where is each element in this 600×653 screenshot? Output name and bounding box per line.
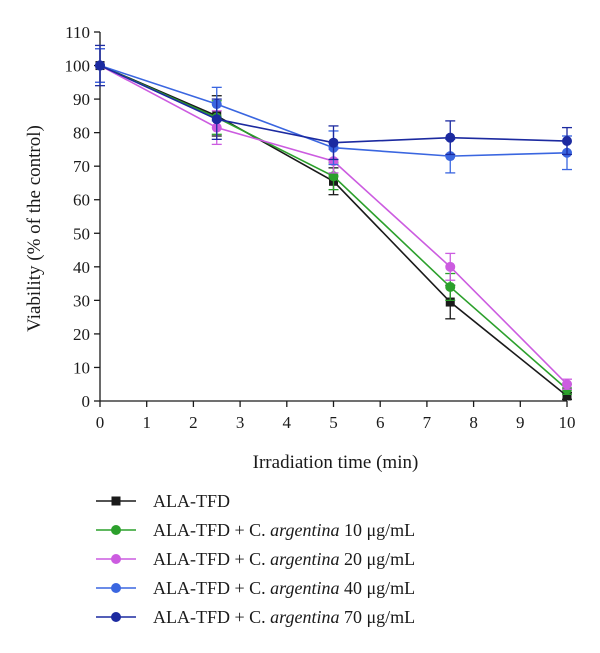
x-tick-label: 1 [142,413,151,432]
legend-label-concentration: 20 μg/mL [339,549,415,569]
y-tick-label: 100 [65,57,91,76]
legend-label: ALA-TFD + C. argentina 10 μg/mL [153,520,415,540]
legend-label: ALA-TFD + C. argentina 20 μg/mL [153,549,415,569]
x-tick-label: 4 [283,413,292,432]
y-tick-label: 110 [65,23,90,42]
series-3 [95,48,572,390]
y-axis-ticks: 0 10 20 30 40 50 60 70 80 90 100 110 [65,23,100,411]
data-point [328,137,339,148]
series-5 [95,44,572,161]
x-axis-title: Irradiation time (min) [253,452,419,473]
chart-axes [99,32,567,402]
y-tick-label: 60 [73,191,90,210]
data-point [328,171,339,182]
legend-item: ALA-TFD + C. argentina 70 μg/mL [96,607,415,627]
x-tick-label: 10 [559,413,576,432]
y-tick-label: 20 [73,325,90,344]
y-tick-label: 70 [73,157,90,176]
x-tick-label: 8 [469,413,478,432]
data-point [562,136,572,147]
x-tick-label: 2 [189,413,198,432]
series-line [99,64,568,390]
legend-label-species: argentina [270,520,339,540]
legend-marker [111,554,121,564]
y-tick-label: 50 [73,224,90,243]
data-point [95,60,105,71]
legend-marker [111,612,121,622]
legend-label: ALA-TFD [153,491,230,511]
x-axis-ticks: 0 1 2 3 4 5 6 7 8 9 10 [96,401,576,432]
data-point [445,281,456,292]
legend-label: ALA-TFD + C. argentina 70 μg/mL [153,607,415,627]
legend-marker [111,525,121,535]
legend-label-species: argentina [270,578,339,598]
legend-label-prefix: ALA-TFD + C. [153,549,270,569]
x-tick-label: 6 [376,413,385,432]
series-line [99,64,568,397]
y-tick-label: 10 [73,358,90,377]
legend-label-prefix: ALA-TFD + C. [153,607,270,627]
data-point [445,151,456,162]
legend-label-concentration: 40 μg/mL [339,578,415,598]
legend-label-prefix: ALA-TFD [153,491,230,511]
legend-label: ALA-TFD + C. argentina 40 μg/mL [153,578,415,598]
y-tick-label: 40 [73,258,90,277]
data-point [445,261,456,272]
legend-label-concentration: 70 μg/mL [339,607,415,627]
y-tick-label: 0 [82,392,91,411]
series-line [99,64,568,385]
legend-item: ALA-TFD [96,491,230,511]
x-tick-label: 0 [96,413,105,432]
x-tick-label: 9 [516,413,525,432]
x-tick-label: 5 [329,413,338,432]
legend-label-prefix: ALA-TFD + C. [153,520,270,540]
legend-marker [111,496,121,506]
legend-marker [111,583,121,593]
y-axis-title: Viability (% of the control) [24,125,45,332]
data-point [445,132,456,143]
x-tick-label: 7 [423,413,432,432]
data-point [562,379,572,390]
legend-label-concentration: 10 μg/mL [339,520,415,540]
legend-item: ALA-TFD + C. argentina 10 μg/mL [96,520,415,540]
legend-label-species: argentina [270,549,339,569]
plot-series [95,44,572,401]
legend-label-prefix: ALA-TFD + C. [153,578,270,598]
y-tick-label: 30 [73,291,90,310]
legend-label-species: argentina [270,607,339,627]
y-tick-label: 80 [73,124,90,143]
y-tick-label: 90 [73,90,90,109]
data-point [562,391,572,401]
legend-item: ALA-TFD + C. argentina 40 μg/mL [96,578,415,598]
x-tick-label: 3 [236,413,245,432]
legend-item: ALA-TFD + C. argentina 20 μg/mL [96,549,415,569]
data-point [211,114,222,125]
data-point [445,297,455,307]
